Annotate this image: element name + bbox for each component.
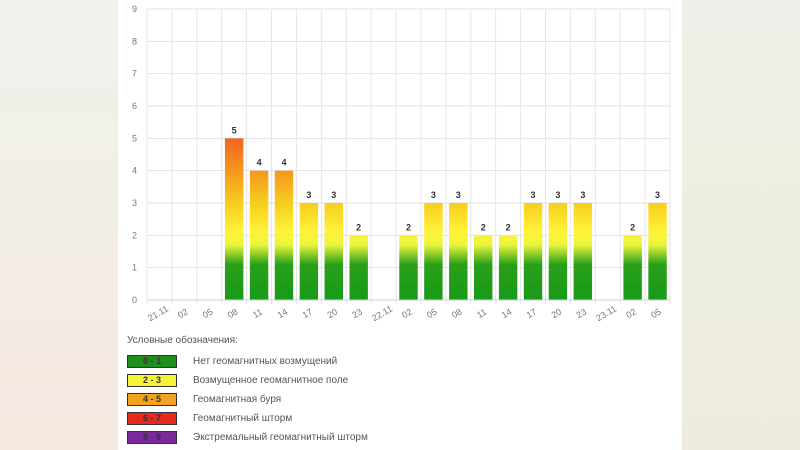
legend-swatch: 2 - 3 — [127, 374, 177, 387]
x-tick-label: 17 — [525, 307, 539, 321]
y-tick-label: 4 — [132, 166, 137, 176]
x-tick-label: 14 — [500, 307, 514, 321]
x-tick-label: 22.11 — [370, 304, 394, 324]
data-label: 2 — [481, 222, 486, 232]
y-tick-label: 9 — [132, 4, 137, 14]
x-tick-label: 05 — [201, 307, 215, 321]
legend-item-8-9: 8 - 9 Экстремальный геомагнитный шторм — [127, 428, 667, 447]
background-left — [0, 0, 120, 450]
x-tick-label: 05 — [425, 307, 439, 321]
bar — [424, 203, 443, 300]
bar — [324, 203, 344, 300]
y-tick-label: 1 — [132, 263, 137, 273]
legend-swatch: 0 - 1 — [127, 355, 177, 368]
x-tick-label: 08 — [450, 307, 464, 321]
y-tick-label: 2 — [132, 230, 137, 240]
legend-item-6-7: 6 - 7 Геомагнитный шторм — [127, 409, 667, 428]
data-label: 3 — [331, 190, 336, 200]
data-label: 3 — [655, 190, 660, 200]
bar — [523, 203, 543, 300]
data-label: 3 — [555, 190, 560, 200]
x-tick-label: 02 — [400, 307, 414, 321]
legend-item-0-1: 0 - 1 Нет геомагнитных возмущений — [127, 352, 667, 371]
legend-swatch: 6 - 7 — [127, 412, 177, 425]
x-tick-label: 02 — [176, 307, 190, 321]
x-tick-label: 05 — [649, 307, 663, 321]
data-label: 3 — [531, 190, 536, 200]
x-tick-label: 17 — [301, 307, 315, 321]
data-label: 3 — [580, 190, 585, 200]
x-tick-label: 23 — [350, 307, 364, 321]
bar — [473, 235, 493, 300]
legend-swatch: 8 - 9 — [127, 431, 177, 444]
x-tick-label: 11 — [475, 307, 488, 320]
x-axis: 21.11 02 05 08 11 14 17 20 23 22.11 02 05 08 11 14 17 20… — [146, 299, 670, 324]
bar — [449, 203, 468, 300]
legend-swatch: 4 - 5 — [127, 393, 177, 406]
x-tick-label: 21.11 — [146, 304, 170, 324]
bars — [224, 138, 667, 300]
legend-item-2-3: 2 - 3 Возмущенное геомагнитное поле — [127, 371, 667, 390]
data-label: 3 — [431, 190, 436, 200]
data-label: 4 — [281, 158, 286, 168]
bar — [299, 203, 319, 300]
data-label: 2 — [630, 222, 635, 232]
bar — [548, 203, 568, 300]
y-tick-label: 7 — [132, 69, 137, 79]
bar — [349, 235, 368, 300]
legend-label: Возмущенное геомагнитное поле — [193, 375, 349, 386]
x-tick-label: 02 — [624, 307, 638, 321]
bar — [648, 203, 667, 300]
background-right — [682, 0, 800, 450]
legend-item-4-5: 4 - 5 Геомагнитная буря — [127, 390, 667, 409]
x-tick-label: 23 — [574, 307, 588, 321]
data-label: 2 — [506, 222, 511, 232]
x-tick-label: 23.11 — [594, 304, 618, 324]
bar — [249, 170, 269, 300]
legend: Условные обозначения: 0 - 1 Нет геомагни… — [127, 335, 667, 447]
data-label: 4 — [257, 158, 262, 168]
data-label: 3 — [456, 190, 461, 200]
x-tick-label: 14 — [276, 307, 290, 321]
x-tick-label: 08 — [226, 307, 240, 321]
legend-label: Геомагнитный шторм — [193, 413, 293, 424]
y-tick-label: 3 — [132, 198, 137, 208]
y-tick-label: 5 — [132, 133, 137, 143]
x-tick-label: 20 — [325, 307, 339, 321]
bar — [224, 138, 244, 300]
y-tick-label: 6 — [132, 101, 137, 111]
data-label: 2 — [356, 222, 361, 232]
legend-title: Условные обозначения: — [127, 335, 238, 346]
y-axis: 0 1 2 3 4 5 6 7 8 9 — [132, 4, 137, 305]
bar — [399, 235, 418, 300]
y-tick-label: 8 — [132, 36, 137, 46]
bar — [274, 170, 294, 300]
bar — [498, 235, 518, 300]
bar — [573, 203, 593, 300]
bar — [623, 235, 642, 300]
legend-label: Геомагнитная буря — [193, 394, 282, 405]
y-tick-label: 0 — [132, 295, 137, 305]
x-tick-label: 20 — [550, 307, 564, 321]
legend-label: Нет геомагнитных возмущений — [193, 356, 338, 367]
x-tick-label: 11 — [251, 307, 264, 320]
legend-label: Экстремальный геомагнитный шторм — [193, 432, 368, 443]
data-label: 3 — [306, 190, 311, 200]
data-label: 5 — [232, 125, 237, 135]
data-label: 2 — [406, 222, 411, 232]
data-labels: 5 4 4 3 3 2 2 3 3 2 2 3 3 3 2 3 — [232, 125, 660, 232]
